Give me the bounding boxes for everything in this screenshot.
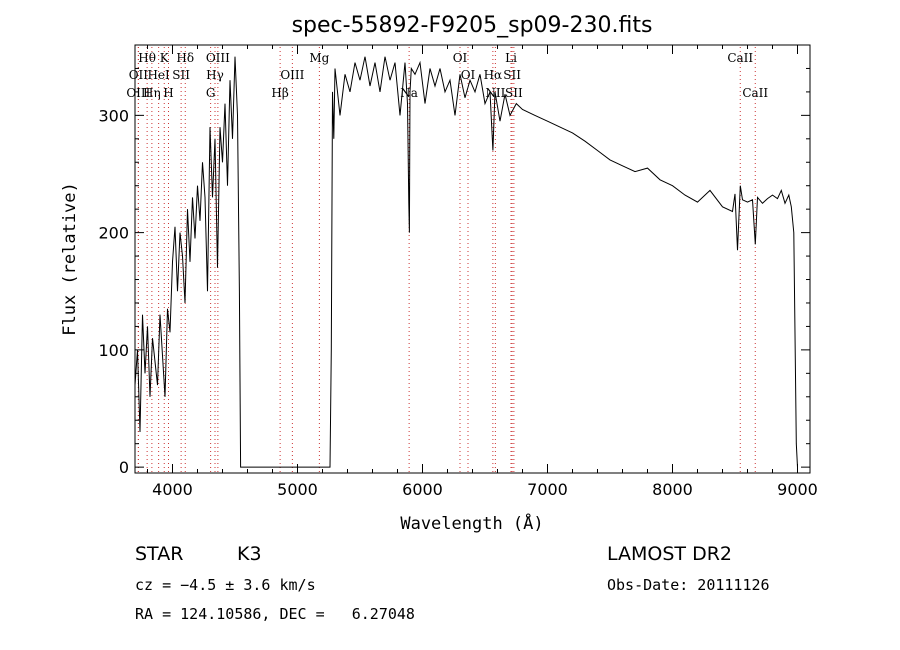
marker-label: OII [129,68,149,82]
marker-label: OIII [126,86,150,100]
marker-label: SII [503,68,521,82]
survey-name: LAMOST DR2 [607,543,732,565]
object-subclass: K3 [237,543,262,565]
coordinates: RA = 124.10586, DEC = 6.27048 [135,605,415,623]
plot-frame [134,44,811,474]
marker-label: K [160,51,170,65]
object-class: STAR [135,543,183,565]
marker-label: Hθ [138,51,156,65]
redshift-value: cz = −4.5 ± 3.6 km/s [135,576,316,594]
marker-label: Hγ [206,68,224,82]
marker-label: OIII [206,51,230,65]
y-axis-label: Flux (relative) [60,182,80,336]
x-axis-ticks: 4000 5000 6000 7000 8000 9000 [147,45,818,499]
x-tick-label: 8000 [652,480,693,499]
marker-label: Li [505,51,517,65]
marker-label: Hβ [271,86,288,100]
x-axis-label: Wavelength (Å) [400,512,543,534]
x-tick-label: 9000 [777,480,818,499]
marker-label: Na [400,86,418,100]
y-tick-label: 200 [98,224,129,243]
marker-label: Hδ [176,51,194,65]
marker-label: OI [461,68,476,82]
x-tick-label: 4000 [152,480,193,499]
y-tick-label: 300 [98,106,129,125]
marker-label: HeI [147,68,170,82]
marker-label: G [206,86,216,100]
observation-date: Obs-Date: 20111126 [607,576,770,594]
marker-label: SII [505,86,523,100]
marker-label: Mg [309,51,329,65]
marker-label: OIII [280,68,304,82]
y-axis-ticks: 0 100 200 300 [98,67,810,477]
y-tick-label: 100 [98,341,129,360]
marker-label: H [163,86,173,100]
marker-label: CaII [727,51,753,65]
x-tick-label: 6000 [402,480,443,499]
marker-label: SII [172,68,190,82]
x-tick-label: 5000 [277,480,318,499]
marker-label: CaII [742,86,768,100]
marker-label: Hη [143,86,161,100]
marker-label: OI [453,51,468,65]
x-tick-label: 7000 [527,480,568,499]
spectrum-line [134,56,798,468]
marker-label: Hα [484,68,503,82]
y-tick-label: 0 [119,458,129,477]
chart-title: spec-55892-F9205_sp09-230.fits [292,13,653,38]
